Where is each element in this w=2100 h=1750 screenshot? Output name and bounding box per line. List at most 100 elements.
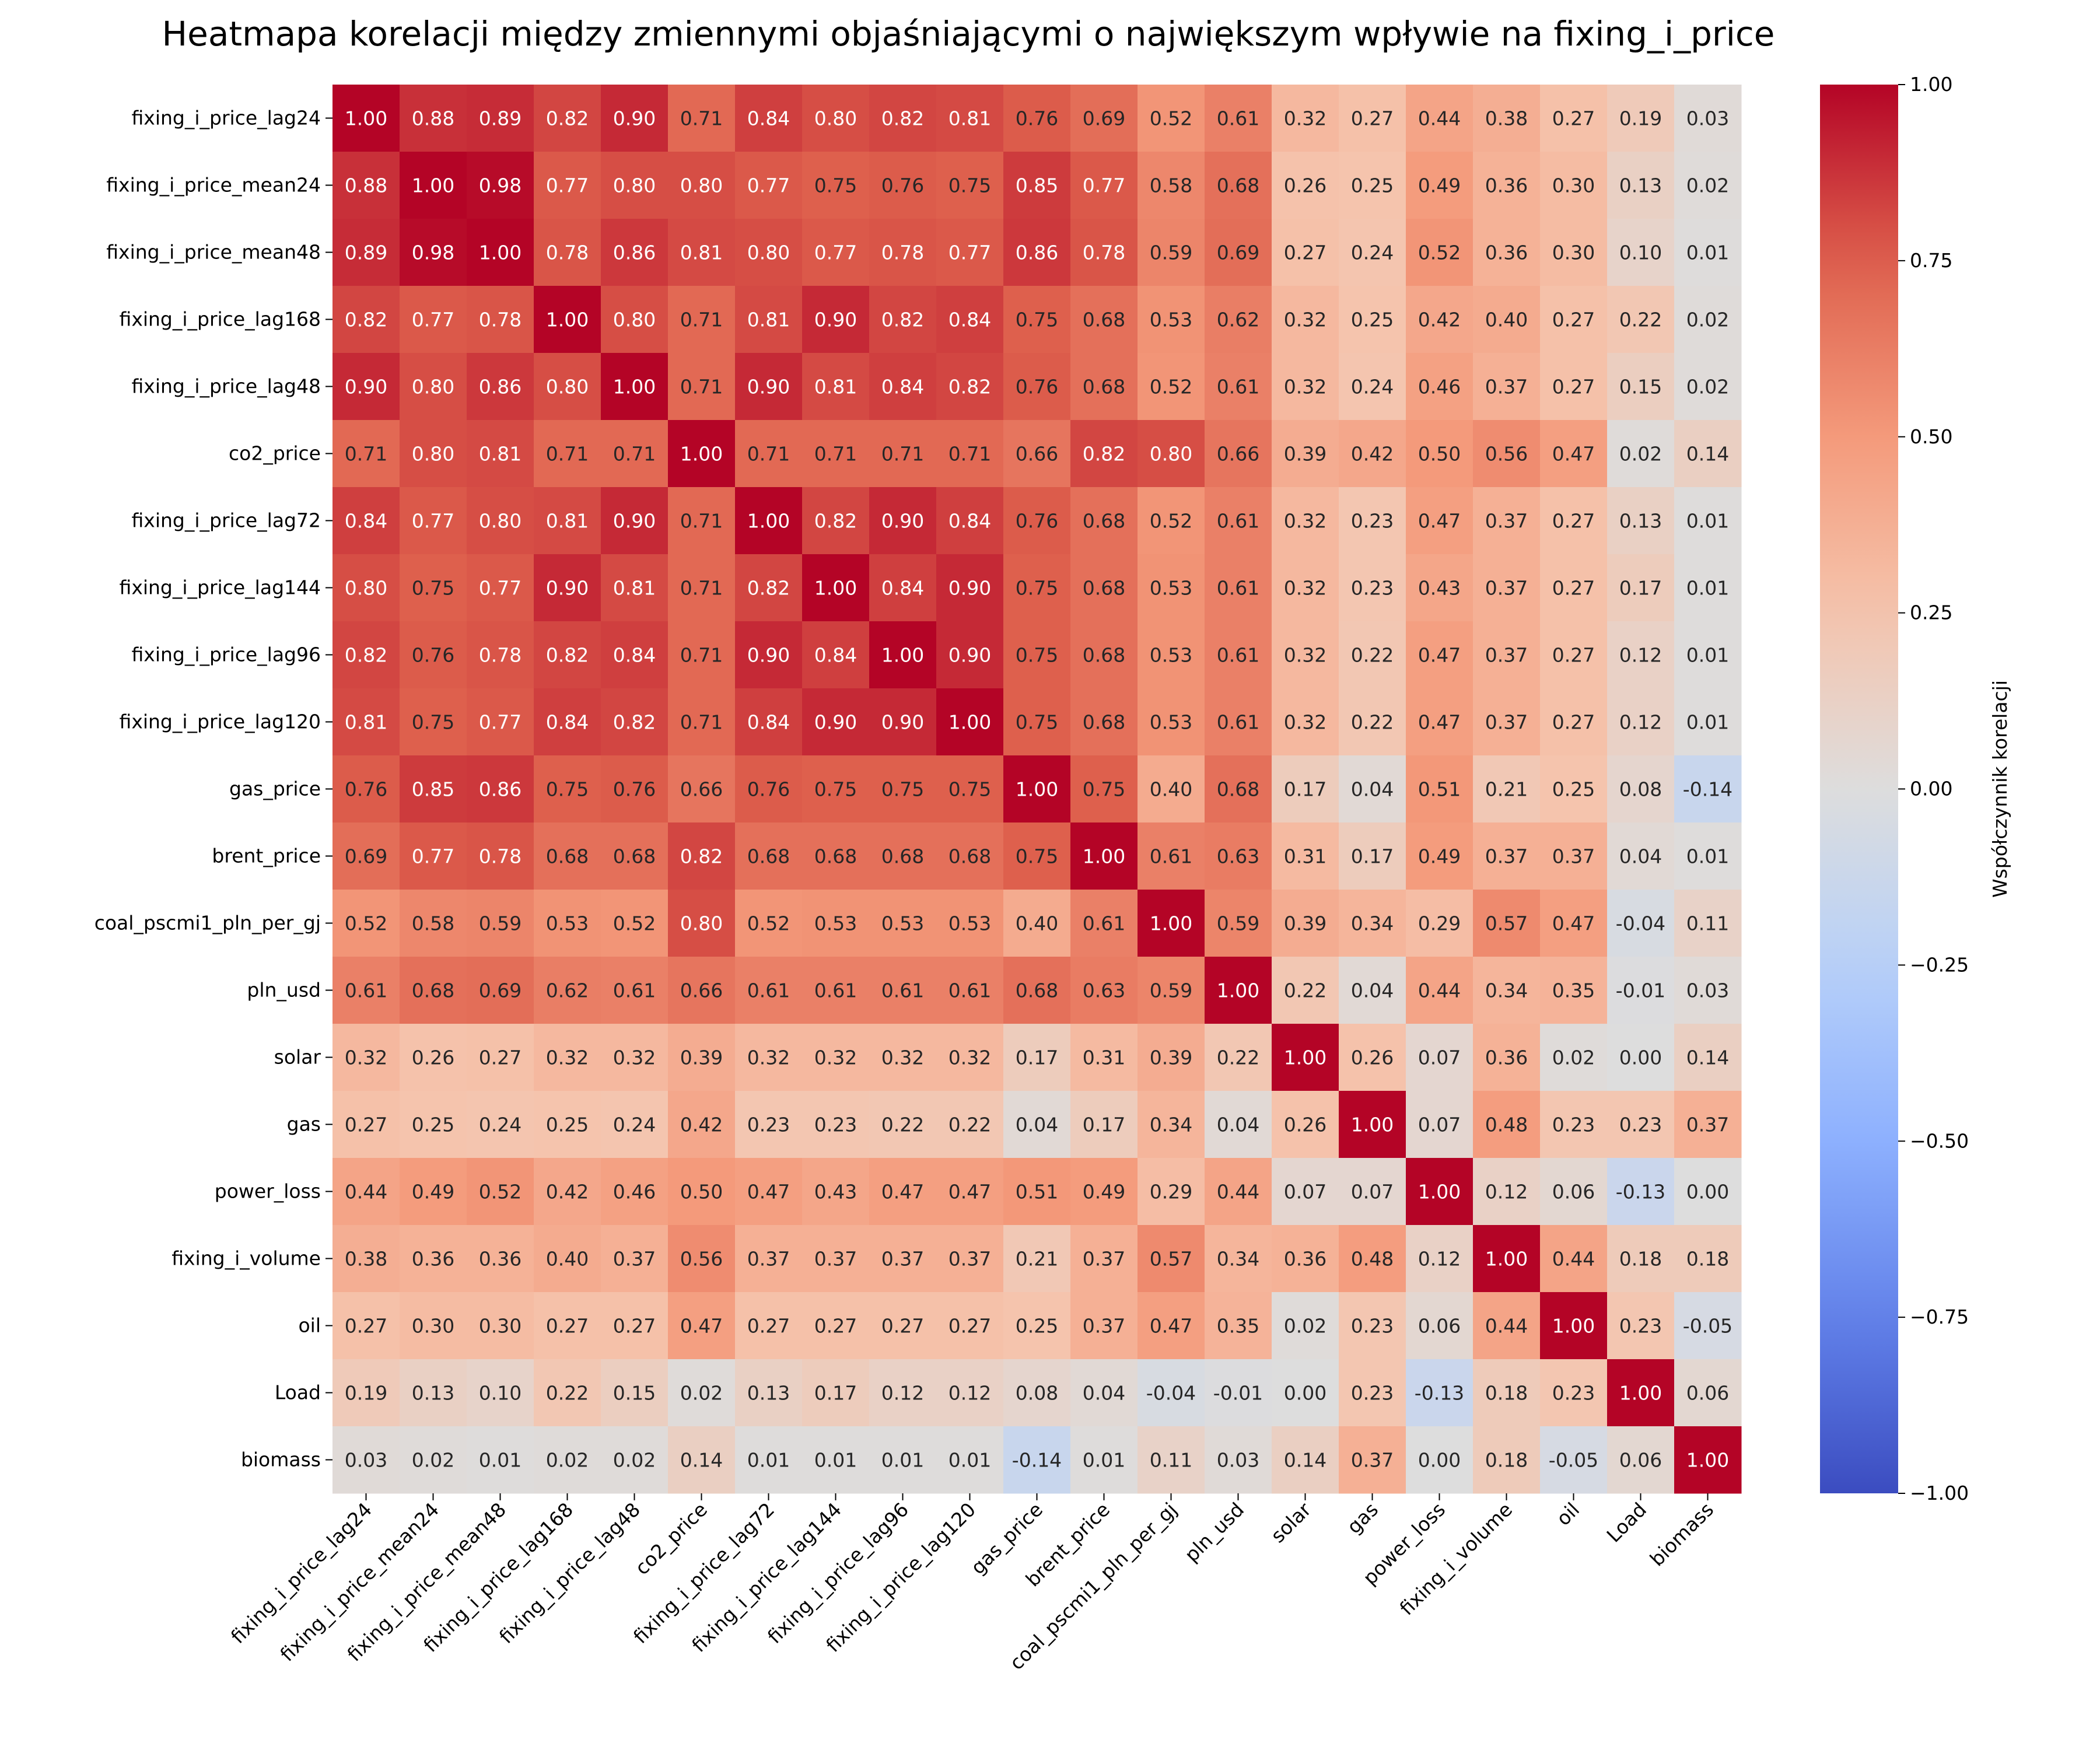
cell-value-label: 0.80: [613, 174, 656, 197]
cell-value-label: 0.01: [949, 1449, 991, 1472]
heatmap-cell: [534, 1091, 601, 1158]
heatmap-cell: [735, 957, 803, 1024]
heatmap-cell: [467, 219, 534, 286]
cell-value-label: 0.18: [1619, 1248, 1662, 1270]
row-label: oil: [298, 1314, 321, 1337]
cell-value-label: 0.76: [613, 778, 656, 801]
heatmap-cell: [1272, 219, 1339, 286]
cell-value-label: 0.53: [1150, 309, 1192, 331]
heatmap-cell: [1607, 152, 1675, 219]
cell-value-label: 0.59: [479, 912, 522, 935]
cell-value-label: 0.86: [479, 778, 522, 801]
heatmap-cell: [601, 1225, 668, 1293]
heatmap-cell: [534, 755, 601, 823]
cell-value-label: -0.01: [1213, 1382, 1263, 1405]
heatmap-cell: [1070, 487, 1138, 555]
cell-value-label: 0.76: [412, 644, 454, 667]
cell-value-label: 0.47: [1150, 1315, 1192, 1338]
cell-value-label: 0.68: [1083, 711, 1125, 734]
cell-value-label: 0.36: [1485, 242, 1528, 264]
heatmap-cell: [1674, 688, 1742, 756]
heatmap-cell: [1138, 621, 1205, 689]
cell-value-label: 0.57: [1485, 912, 1528, 935]
cell-value-label: 0.61: [814, 979, 857, 1002]
cell-value-label: 0.71: [747, 443, 790, 466]
heatmap-cell: [1003, 286, 1071, 354]
cell-value-label: 0.90: [613, 107, 656, 130]
heatmap-cell: [1473, 1024, 1541, 1091]
heatmap-cell: [668, 353, 736, 421]
cell-value-label: 0.07: [1351, 1181, 1394, 1203]
row-label: fixing_i_price_mean24: [106, 174, 321, 197]
cell-value-label: 0.26: [1284, 1114, 1326, 1136]
heatmap-cell: [802, 1359, 870, 1427]
cell-value-label: 0.63: [1083, 979, 1125, 1002]
heatmap-cell: [601, 487, 668, 555]
cell-value-label: 0.75: [412, 577, 454, 600]
heatmap-cell: [1070, 286, 1138, 354]
heatmap-cell: [1138, 755, 1205, 823]
heatmap-cell: [1540, 85, 1608, 152]
cell-value-label: 0.35: [1552, 979, 1595, 1002]
heatmap-cell: [1607, 286, 1675, 354]
heatmap-cell: [1003, 621, 1071, 689]
heatmap-cell: [668, 1292, 736, 1360]
cell-value-label: 0.61: [1217, 711, 1259, 734]
cell-value-label: 0.32: [1284, 376, 1326, 398]
cell-value-label: 0.90: [814, 711, 857, 734]
cell-value-label: 0.82: [345, 644, 387, 667]
cell-value-label: 0.27: [479, 1046, 522, 1069]
heatmap-cell: [332, 554, 400, 622]
heatmap-cell: [1674, 487, 1742, 555]
heatmap-cell: [802, 487, 870, 555]
heatmap-cell: [1473, 1426, 1541, 1494]
heatmap-cell: [1138, 353, 1205, 421]
heatmap-cell: [735, 85, 803, 152]
heatmap-cell: [735, 286, 803, 354]
cell-value-label: 0.07: [1418, 1114, 1461, 1136]
cell-value-label: 1.00: [1485, 1248, 1528, 1270]
heatmap-cell: [735, 1292, 803, 1360]
cell-value-label: 0.37: [1351, 1449, 1394, 1472]
heatmap-cell: [1272, 957, 1339, 1024]
cell-value-label: -0.05: [1549, 1449, 1598, 1472]
cell-value-label: 0.12: [1619, 644, 1662, 667]
heatmap-cell: [1540, 1225, 1608, 1293]
cell-value-label: 0.77: [412, 845, 454, 868]
cell-value-label: 0.49: [1418, 174, 1461, 197]
heatmap-cell: [400, 1091, 467, 1158]
heatmap-cell: [802, 1225, 870, 1293]
cell-value-label: 0.80: [412, 443, 454, 466]
heatmap-cell: [400, 286, 467, 354]
heatmap-cell: [1205, 1426, 1272, 1494]
cell-value-label: 0.00: [1619, 1046, 1662, 1069]
cell-value-label: 0.04: [1016, 1114, 1058, 1136]
heatmap-cell: [1674, 85, 1742, 152]
heatmap-cell: [1540, 621, 1608, 689]
cell-value-label: 0.27: [949, 1315, 991, 1338]
cell-value-label: 0.00: [1686, 1181, 1729, 1203]
cell-value-label: 0.47: [1418, 510, 1461, 533]
cell-value-label: 0.36: [479, 1248, 522, 1270]
heatmap-cell: [534, 1158, 601, 1226]
heatmap-cell: [1339, 219, 1406, 286]
heatmap-cell: [802, 554, 870, 622]
cell-value-label: 0.21: [1016, 1248, 1058, 1270]
heatmap-cell: [1406, 1359, 1474, 1427]
cell-value-label: 0.10: [479, 1382, 522, 1405]
heatmap-cell: [1205, 1158, 1272, 1226]
heatmap-cell: [1674, 1091, 1742, 1158]
cell-value-label: 0.53: [949, 912, 991, 935]
cell-value-label: 0.68: [814, 845, 857, 868]
heatmap-cell: [1473, 1158, 1541, 1226]
heatmap-cell: [332, 1091, 400, 1158]
cell-value-label: 0.35: [1217, 1315, 1259, 1338]
cell-value-label: 0.46: [1418, 376, 1461, 398]
cell-value-label: 0.39: [1284, 912, 1326, 935]
heatmap-cell: [1272, 554, 1339, 622]
cell-value-label: 1.00: [1150, 912, 1192, 935]
heatmap-cell: [1339, 554, 1406, 622]
heatmap-cell: [332, 487, 400, 555]
cell-value-label: 0.66: [680, 778, 723, 801]
cell-value-label: 0.76: [345, 778, 387, 801]
